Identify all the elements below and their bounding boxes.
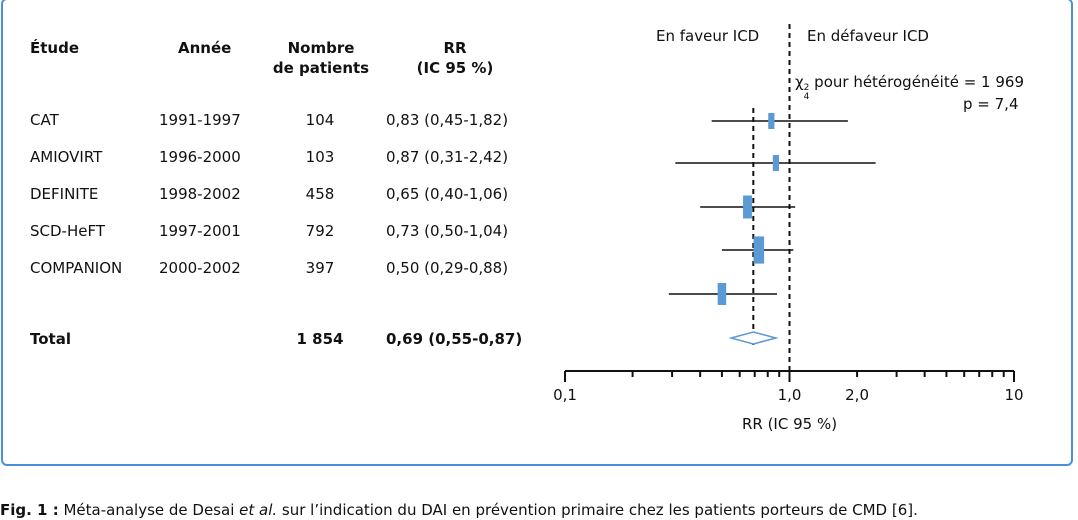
- total-label: Total: [30, 330, 71, 348]
- x-tick-label: 10: [1004, 386, 1023, 404]
- point-estimate-definite: [743, 195, 752, 219]
- figure-caption: Fig. 1 : Méta-analyse de Desai et al. su…: [0, 500, 918, 520]
- caption-fig-label: Fig. 1 :: [0, 501, 59, 519]
- total-patients: 1 854: [296, 330, 344, 348]
- row-patients: 104: [305, 111, 335, 129]
- header-rr-line2: (IC 95 %): [416, 59, 494, 77]
- caption-text-before: Méta-analyse de Desai: [58, 501, 240, 519]
- row-rr: 0,87 (0,31-2,42): [386, 148, 509, 166]
- header-rr-line1: RR: [443, 39, 467, 57]
- row-study: DEFINITE: [30, 185, 99, 203]
- heterogeneity-label: pour hétérogénéité = 1 969: [809, 73, 1024, 91]
- point-estimate-amiovirt: [772, 155, 780, 171]
- caption-text-after: sur l’indication du DAI en prévention pr…: [277, 501, 918, 519]
- row-study: SCD-HeFT: [30, 222, 105, 240]
- chi-superscript: 2: [803, 83, 810, 93]
- chi-symbol: χ: [795, 73, 804, 91]
- row-patients: 792: [305, 222, 335, 240]
- header-patients-line2: de patients: [272, 59, 370, 77]
- row-year: 1996-2000: [159, 148, 241, 166]
- header-patients: Nombre de patients: [266, 38, 376, 78]
- pooled-diamond: [728, 331, 779, 345]
- row-study: AMIOVIRT: [30, 148, 103, 166]
- heterogeneity-p: p = 7,4: [963, 95, 1019, 113]
- caption-italic: et al.: [239, 501, 278, 519]
- header-patients-line1: Nombre: [287, 39, 355, 57]
- figure-frame: [1, 0, 1073, 466]
- row-patients: 103: [305, 148, 335, 166]
- header-study: Étude: [30, 39, 80, 57]
- point-estimate-companion: [717, 282, 727, 306]
- row-study: COMPANION: [30, 259, 123, 277]
- favour-label: En faveur ICD: [656, 27, 760, 45]
- total-rr: 0,69 (0,55-0,87): [386, 330, 523, 348]
- row-patients: 397: [305, 259, 335, 277]
- point-estimate-scd-heft: [753, 236, 765, 264]
- x-tick-label: 2,0: [845, 386, 869, 404]
- x-tick-label: 1,0: [778, 386, 802, 404]
- row-year: 1998-2002: [159, 185, 241, 203]
- chi-subscript: 4: [803, 92, 810, 102]
- row-rr: 0,73 (0,50-1,04): [386, 222, 509, 240]
- disfavour-label: En défaveur ICD: [807, 27, 929, 45]
- row-rr: 0,65 (0,40-1,06): [386, 185, 509, 203]
- x-axis-title: RR (IC 95 %): [742, 415, 837, 433]
- row-rr: 0,83 (0,45-1,82): [386, 111, 509, 129]
- x-tick-label: 0,1: [553, 386, 577, 404]
- row-rr: 0,50 (0,29-0,88): [386, 259, 509, 277]
- header-rr: RR (IC 95 %): [400, 38, 510, 78]
- row-study: CAT: [30, 111, 59, 129]
- row-year: 1997-2001: [159, 222, 241, 240]
- row-patients: 458: [305, 185, 335, 203]
- point-estimate-cat: [768, 113, 775, 129]
- header-year: Année: [178, 39, 232, 57]
- row-year: 2000-2002: [159, 259, 241, 277]
- row-year: 1991-1997: [159, 111, 241, 129]
